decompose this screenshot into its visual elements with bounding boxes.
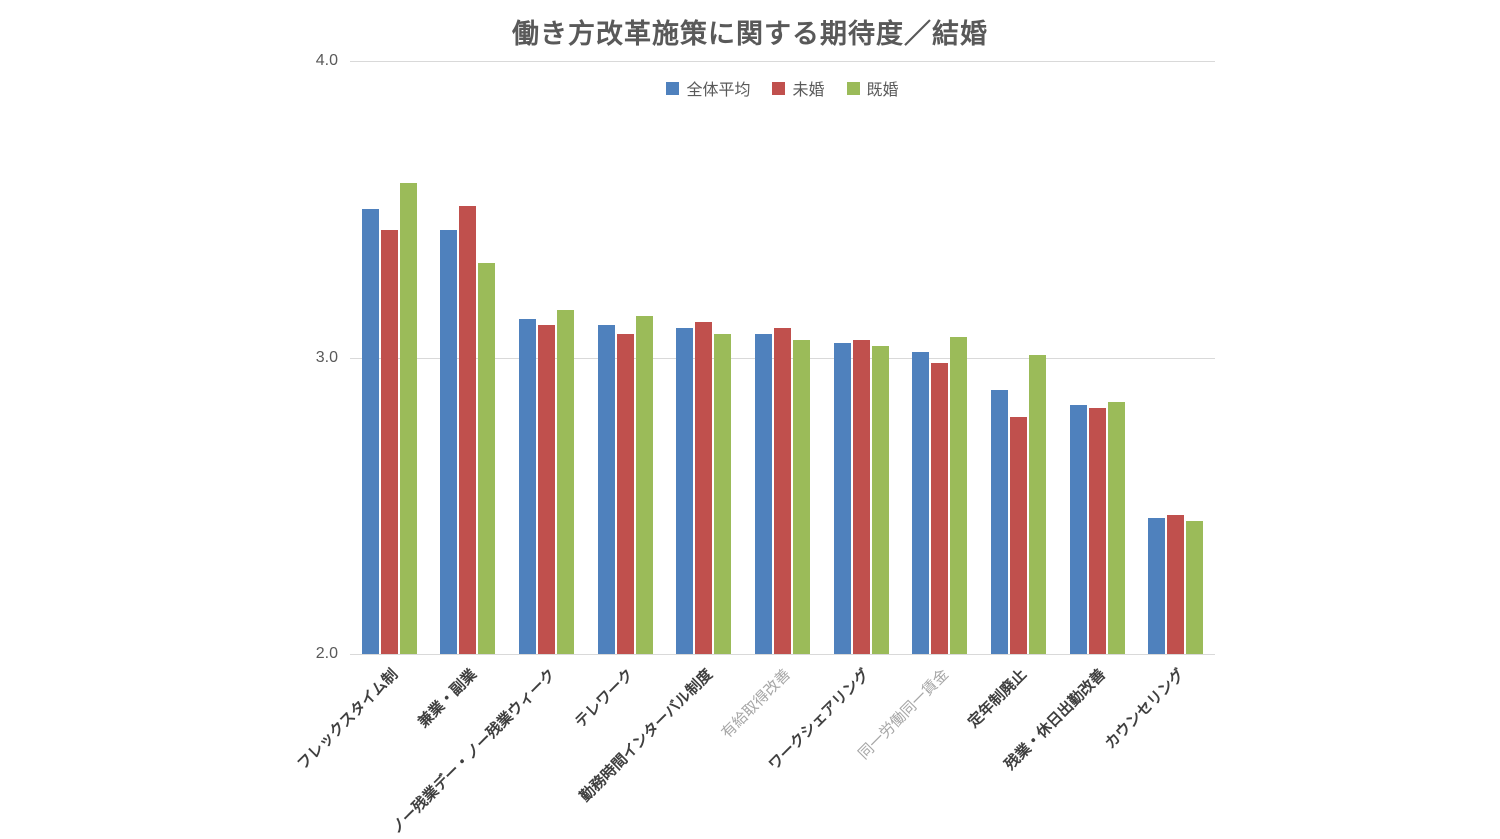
legend-swatch-unmarried bbox=[772, 81, 786, 95]
gridline-4.0 bbox=[350, 61, 1215, 62]
bar-married-category-4 bbox=[714, 334, 732, 654]
bar-overall-average-category-9 bbox=[1069, 405, 1087, 654]
bar-overall-average-category-0 bbox=[361, 209, 379, 654]
bar-unmarried-category-2 bbox=[538, 325, 556, 654]
legend-item-overall-average: 全体平均 bbox=[666, 76, 750, 100]
legend-label-overall-average: 全体平均 bbox=[686, 82, 751, 99]
y-axis-tick-label: 4.0 bbox=[315, 52, 338, 69]
chart-title: 働き方改革施策に関する期待度／結婚 bbox=[512, 19, 988, 49]
gridline-2.0 bbox=[350, 654, 1215, 655]
bar-overall-average-category-3 bbox=[597, 325, 615, 654]
y-axis-tick-label: 3.0 bbox=[315, 348, 338, 366]
x-axis-category-label: 勤務時間インターバル制度 bbox=[576, 666, 716, 806]
legend-item-unmarried: 未婚 bbox=[772, 76, 825, 100]
bar-unmarried-category-3 bbox=[616, 334, 634, 654]
bar-married-category-8 bbox=[1028, 355, 1046, 654]
bar-married-category-2 bbox=[557, 310, 575, 654]
x-axis-category-label: フレックスタイム制 bbox=[294, 666, 402, 773]
y-axis-tick-label: 2.0 bbox=[315, 645, 338, 662]
x-axis-category-label: ノー残業デー・ノー残業ウィーク bbox=[387, 666, 559, 838]
bar-unmarried-category-7 bbox=[931, 363, 949, 654]
bar-overall-average-category-4 bbox=[676, 328, 694, 654]
bar-unmarried-category-5 bbox=[774, 328, 791, 654]
bar-married-category-9 bbox=[1107, 402, 1125, 654]
legend: 全体平均 未婚 既婚 bbox=[350, 76, 1215, 100]
bar-unmarried-category-6 bbox=[852, 340, 870, 654]
bar-unmarried-category-10 bbox=[1167, 515, 1185, 654]
bar-married-category-6 bbox=[871, 346, 889, 654]
legend-label-unmarried: 未婚 bbox=[792, 82, 825, 99]
bar-married-category-3 bbox=[635, 316, 653, 654]
x-axis-category-label: 定年制廃止 bbox=[965, 666, 1031, 732]
bar-overall-average-category-1 bbox=[440, 230, 458, 654]
bar-unmarried-category-1 bbox=[459, 206, 477, 654]
x-axis-category-label: 兼業・副業 bbox=[414, 666, 480, 732]
plot-area: 4.0 3.0 2.0 フレックスタイム制 兼業・副業 ノー残業デー・ノー残業ウィーク テレ… bbox=[294, 52, 1215, 837]
x-axis-category-label: テレワーク bbox=[572, 666, 638, 732]
bar-married-category-0 bbox=[399, 183, 417, 654]
legend-swatch-married bbox=[846, 81, 860, 95]
bar-unmarried-category-9 bbox=[1088, 408, 1106, 654]
bar-overall-average-category-10 bbox=[1148, 518, 1166, 654]
bar-married-category-1 bbox=[478, 263, 496, 654]
bar-unmarried-category-4 bbox=[695, 322, 713, 654]
legend-item-married: 既婚 bbox=[846, 76, 899, 100]
bar-overall-average-category-6 bbox=[833, 343, 851, 654]
bar-overall-average-category-5 bbox=[755, 334, 772, 654]
bar-overall-average-category-7 bbox=[912, 352, 930, 654]
bar-unmarried-category-0 bbox=[380, 230, 398, 654]
bar-overall-average-category-8 bbox=[990, 390, 1008, 654]
x-axis-category-label: カウンセリング bbox=[1101, 666, 1188, 753]
bar-unmarried-category-8 bbox=[1009, 417, 1027, 654]
legend-swatch-overall-average bbox=[666, 81, 680, 95]
bar-married-category-10 bbox=[1186, 521, 1204, 654]
bar-married-category-7 bbox=[950, 337, 968, 654]
bar-married-category-5 bbox=[793, 340, 810, 654]
legend-label-married: 既婚 bbox=[866, 82, 899, 99]
bar-overall-average-category-2 bbox=[519, 319, 537, 654]
x-axis-category-label: 有給取得改善 bbox=[718, 666, 795, 742]
